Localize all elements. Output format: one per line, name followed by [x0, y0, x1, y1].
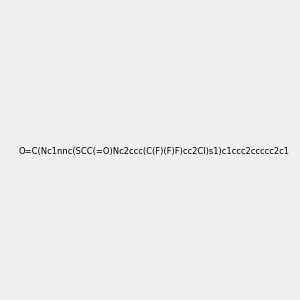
Text: O=C(Nc1nnc(SCC(=O)Nc2ccc(C(F)(F)F)cc2Cl)s1)c1ccc2ccccc2c1: O=C(Nc1nnc(SCC(=O)Nc2ccc(C(F)(F)F)cc2Cl)…: [18, 147, 289, 156]
